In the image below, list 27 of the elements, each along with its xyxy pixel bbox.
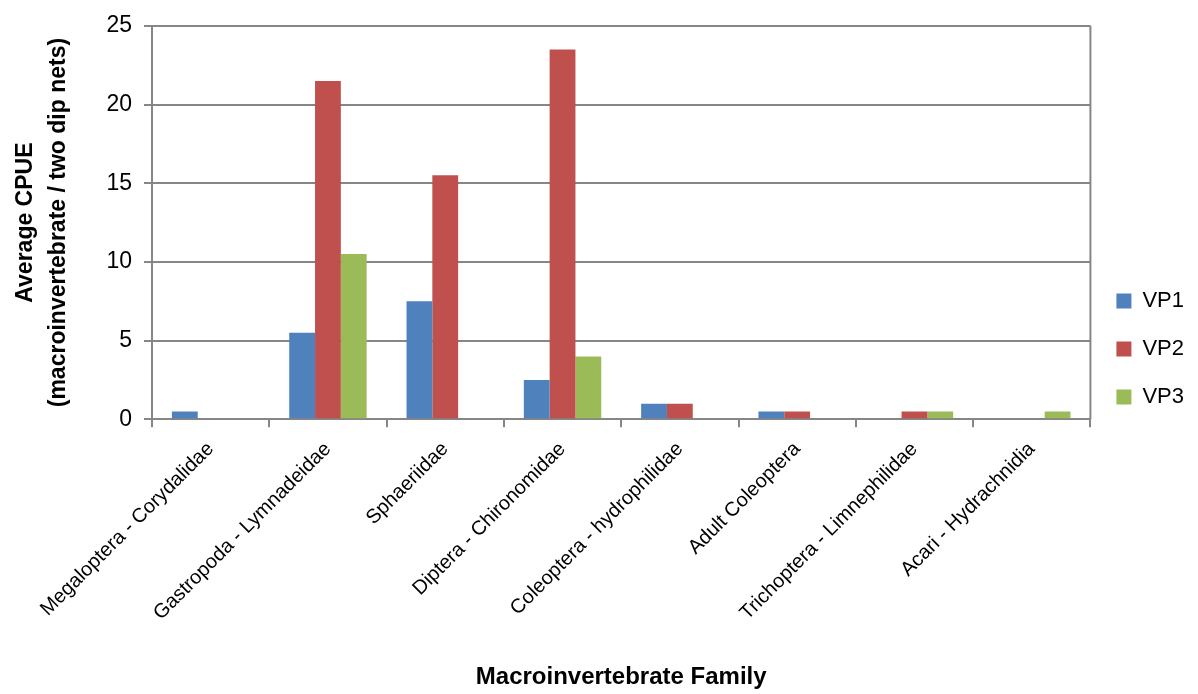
y-tick-label: 15 xyxy=(106,168,132,195)
bar xyxy=(523,380,550,419)
y-tick-label: 10 xyxy=(106,247,132,274)
bar xyxy=(666,403,693,419)
bar xyxy=(575,356,602,419)
legend-label: VP1 xyxy=(1142,287,1185,313)
bar xyxy=(171,411,198,419)
bar xyxy=(315,80,341,419)
bar xyxy=(289,332,316,419)
bar xyxy=(758,411,785,419)
x-axis-title: Macroinvertebrate Family xyxy=(475,662,768,690)
bar xyxy=(927,411,954,419)
bar xyxy=(784,411,811,419)
bar xyxy=(549,49,576,419)
y-tick-label: 20 xyxy=(106,89,132,116)
bar xyxy=(1044,411,1071,419)
bar xyxy=(432,175,459,419)
bar xyxy=(901,411,928,419)
y-tick-label: 25 xyxy=(106,11,132,38)
bar xyxy=(340,254,367,419)
y-axis-title: Average CPUE (macroinvertebrate / two dip nets) xyxy=(11,37,70,408)
y-tick-label: 5 xyxy=(119,326,132,352)
legend-label: VP2 xyxy=(1142,335,1185,361)
legend-label: VP3 xyxy=(1142,383,1185,409)
y-tick-label: 0 xyxy=(119,404,132,431)
bar xyxy=(641,403,667,419)
bar xyxy=(406,301,433,419)
